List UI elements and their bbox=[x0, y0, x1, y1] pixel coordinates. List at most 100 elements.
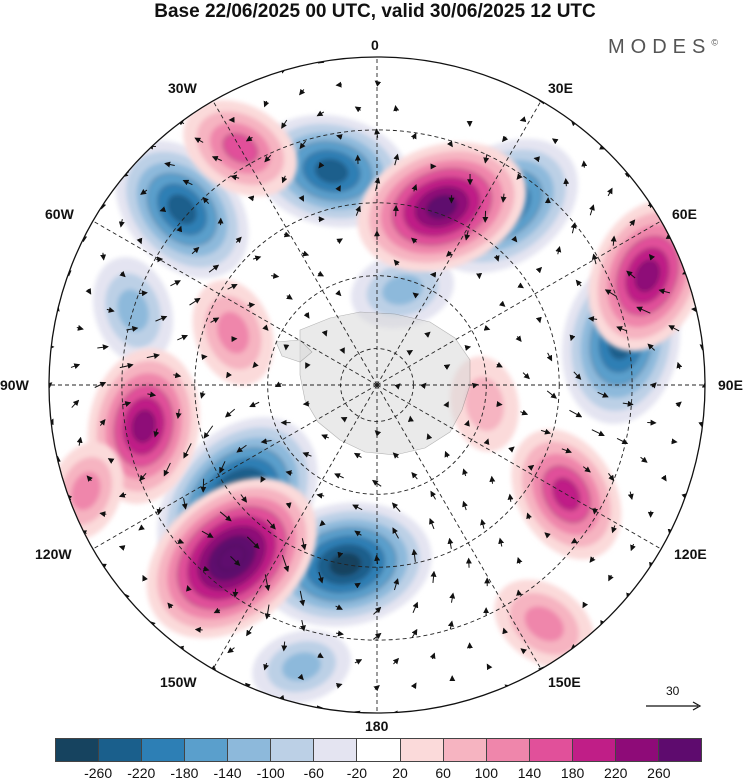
wind-vectors bbox=[49, 57, 705, 713]
anomaly-contour bbox=[465, 377, 505, 431]
graticule bbox=[49, 57, 705, 713]
wind-vector bbox=[561, 447, 572, 454]
wind-vector bbox=[159, 206, 167, 213]
wind-vector bbox=[136, 237, 143, 245]
wind-vector bbox=[516, 589, 523, 596]
wind-vector bbox=[70, 363, 81, 370]
wind-vector bbox=[246, 626, 253, 637]
colorbar-swatch bbox=[400, 739, 444, 761]
colorbar-swatch bbox=[357, 739, 401, 761]
wind-vector bbox=[285, 470, 293, 476]
wind-vector bbox=[544, 532, 551, 539]
meridian-line bbox=[212, 384, 378, 670]
colorbar-tick-label: -220 bbox=[127, 765, 156, 781]
wind-vector bbox=[226, 371, 232, 379]
wind-vector bbox=[230, 555, 241, 566]
wind-vector bbox=[582, 601, 589, 609]
lon-label-150w: 150W bbox=[160, 674, 197, 690]
wind-vector bbox=[406, 349, 414, 356]
colorbar-tick-label: 260 bbox=[647, 765, 671, 781]
meridian-line bbox=[376, 384, 662, 550]
wind-vector bbox=[391, 502, 401, 512]
wind-vector bbox=[213, 607, 221, 614]
wind-vector bbox=[373, 685, 380, 692]
wind-vector bbox=[372, 632, 382, 640]
wind-vector bbox=[340, 416, 348, 423]
wind-vector bbox=[535, 266, 543, 274]
wind-vector bbox=[575, 279, 582, 287]
wind-vector bbox=[227, 284, 238, 290]
wind-vector bbox=[119, 362, 134, 369]
colorbar-swatch bbox=[615, 739, 659, 761]
anomaly-contour bbox=[634, 259, 660, 292]
wind-vector bbox=[483, 324, 491, 331]
colorbar-tick-label: 140 bbox=[517, 765, 542, 781]
wind-vector bbox=[630, 543, 636, 552]
wind-vector bbox=[317, 270, 325, 277]
colorbar-swatch bbox=[572, 739, 616, 761]
colorbar-swatch bbox=[443, 739, 487, 761]
wind-vector bbox=[177, 334, 188, 341]
wind-vector bbox=[374, 430, 382, 437]
meridian-line bbox=[92, 220, 378, 386]
anomaly-contour bbox=[282, 652, 321, 682]
meridian-line bbox=[212, 100, 378, 386]
wind-vector bbox=[483, 154, 490, 164]
wind-vector bbox=[86, 475, 93, 482]
wind-vector bbox=[339, 347, 345, 354]
wind-vector bbox=[498, 537, 505, 547]
colorbar-tick-label: -20 bbox=[346, 765, 368, 781]
wind-vector bbox=[353, 452, 362, 459]
wind-vector bbox=[626, 270, 636, 279]
wind-vector bbox=[443, 401, 449, 408]
wind-vector bbox=[176, 225, 183, 233]
wind-vector bbox=[106, 307, 115, 313]
anomaly-contour bbox=[131, 409, 156, 443]
wind-vector bbox=[336, 134, 343, 140]
colorbar-swatch bbox=[271, 739, 315, 761]
wind-vector bbox=[410, 682, 417, 690]
wind-vector bbox=[181, 498, 188, 510]
wind-vector bbox=[107, 458, 115, 464]
wind-vector bbox=[305, 362, 311, 369]
wind-vector bbox=[563, 177, 570, 187]
wind-vector bbox=[480, 518, 486, 529]
wind-vector bbox=[498, 300, 506, 307]
wind-vector bbox=[410, 132, 417, 140]
map-border bbox=[48, 56, 706, 714]
wind-vector bbox=[608, 473, 615, 482]
wind-vector bbox=[335, 630, 344, 637]
wind-vector bbox=[316, 110, 325, 117]
wind-vector bbox=[640, 456, 648, 463]
wind-vector bbox=[443, 364, 451, 371]
wind-vector bbox=[392, 657, 400, 665]
wind-vector bbox=[500, 193, 507, 203]
wind-vector bbox=[355, 205, 361, 216]
wind-vector bbox=[444, 450, 451, 458]
wind-vector bbox=[299, 88, 306, 96]
wind-vector bbox=[352, 504, 363, 511]
map-title: Base 22/06/2025 00 UTC, valid 30/06/2025… bbox=[154, 1, 596, 22]
modes-logo: MODES© bbox=[608, 36, 718, 58]
wind-vector bbox=[173, 372, 182, 379]
wind-vector bbox=[589, 204, 595, 216]
wind-vector bbox=[319, 520, 326, 527]
wind-vector bbox=[156, 507, 163, 516]
wind-vector bbox=[210, 317, 220, 324]
wind-vector bbox=[394, 383, 401, 390]
wind-vector bbox=[462, 468, 468, 477]
wind-vector bbox=[264, 574, 271, 592]
wind-vector bbox=[100, 252, 107, 261]
wind-vector bbox=[393, 578, 400, 591]
wind-vector bbox=[429, 652, 436, 660]
wind-vector bbox=[247, 195, 255, 202]
wind-vector bbox=[249, 401, 260, 408]
wind-vector bbox=[354, 659, 363, 665]
colorbar-swatch bbox=[56, 739, 100, 761]
wind-vector bbox=[175, 408, 182, 420]
wind-vector bbox=[629, 219, 636, 227]
wind-vector bbox=[592, 507, 599, 515]
colorbar-tick-label: 180 bbox=[560, 765, 585, 781]
wind-vector bbox=[570, 537, 578, 544]
